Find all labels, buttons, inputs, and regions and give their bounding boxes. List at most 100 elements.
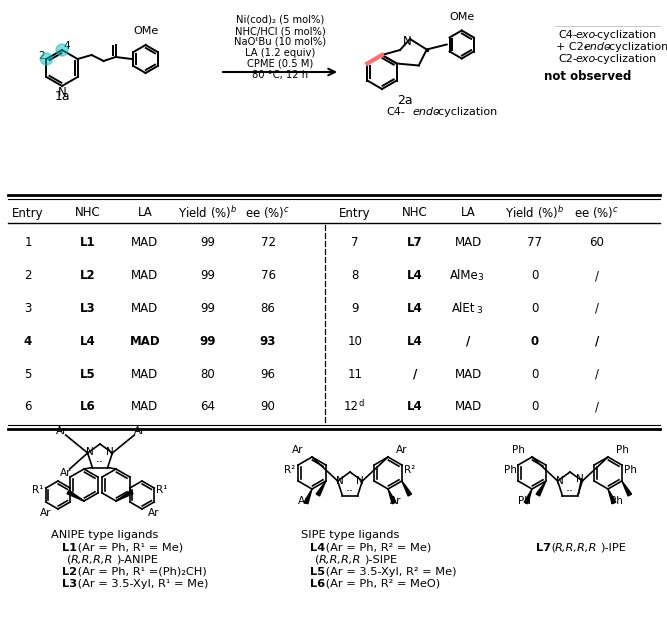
Text: MAD: MAD [131,302,159,315]
Text: exo: exo [575,30,595,40]
Text: LA: LA [461,206,476,219]
Text: NHC: NHC [75,206,101,219]
Text: + C2-: + C2- [556,42,588,52]
Text: 60: 60 [590,236,604,249]
Text: d: d [358,399,364,408]
Text: /: / [595,335,599,348]
Text: 0: 0 [532,368,539,381]
Text: MAD: MAD [129,335,160,348]
Text: (: ( [67,555,71,565]
Text: Ph: Ph [512,445,524,455]
Polygon shape [402,481,412,496]
Text: OMe: OMe [133,26,158,36]
Text: AlEt: AlEt [452,302,476,315]
Text: L5: L5 [80,368,96,381]
Text: /: / [595,269,599,282]
Text: (Ar = Ph, R¹ =(Ph)₂CH): (Ar = Ph, R¹ =(Ph)₂CH) [74,567,207,577]
Text: 4: 4 [24,335,32,348]
Text: -cyclization: -cyclization [434,107,498,117]
Text: R²: R² [404,465,416,475]
Text: 86: 86 [261,302,275,315]
Text: AlMe: AlMe [450,269,478,282]
Text: 80 °C, 12 h: 80 °C, 12 h [252,70,308,80]
Text: )-SIPE: )-SIPE [364,555,397,565]
Text: )-ANIPE: )-ANIPE [116,555,158,565]
Text: -cyclization: -cyclization [593,54,656,64]
Text: MAD: MAD [131,269,159,282]
Text: MAD: MAD [454,401,482,413]
Text: endo: endo [583,42,611,52]
Text: 80: 80 [201,368,215,381]
Text: L6: L6 [80,401,96,413]
Text: L4: L4 [407,401,423,413]
Text: LA (1.2 equiv): LA (1.2 equiv) [245,48,315,58]
Text: Entry: Entry [12,206,44,219]
Text: N: N [107,447,114,457]
Text: 3: 3 [476,306,482,315]
Text: L4: L4 [310,543,325,553]
Text: C2-: C2- [558,54,577,64]
Text: 3: 3 [477,273,483,282]
Text: 7: 7 [352,236,359,249]
Text: Ar: Ar [133,426,145,436]
Text: L2: L2 [62,567,77,577]
Text: L4: L4 [80,335,96,348]
Text: LA: LA [137,206,152,219]
Text: CPME (0.5 M): CPME (0.5 M) [247,59,313,69]
Text: -cyclization: -cyclization [605,42,667,52]
Text: R,R,R,R: R,R,R,R [71,555,113,565]
Text: 76: 76 [261,269,275,282]
Text: 6: 6 [24,401,32,413]
Text: endo: endo [412,107,440,117]
Text: N: N [576,474,584,484]
Polygon shape [316,481,326,496]
Text: NaOᵗBu (10 mol%): NaOᵗBu (10 mol%) [234,37,326,47]
Text: /: / [413,368,417,381]
Text: 64: 64 [201,401,215,413]
Text: 72: 72 [261,236,275,249]
Text: 77: 77 [528,236,542,249]
Text: L1: L1 [62,543,77,553]
Text: 5: 5 [24,368,32,381]
Text: 3: 3 [24,302,32,315]
Text: NHC: NHC [402,206,428,219]
Text: MAD: MAD [131,236,159,249]
Text: 93: 93 [260,335,276,348]
Text: 0: 0 [531,335,539,348]
Polygon shape [116,490,133,501]
Text: OMe: OMe [449,11,474,21]
Text: (Ar = Ph, R² = MeO): (Ar = Ph, R² = MeO) [322,579,440,589]
Text: Ar: Ar [292,445,303,455]
Text: /: / [466,335,470,348]
Text: NHC/HCl (5 mol%): NHC/HCl (5 mol%) [235,26,325,36]
Text: R¹: R¹ [32,485,43,495]
Text: (: ( [548,543,556,553]
Text: C4-: C4- [386,107,405,117]
Text: 0: 0 [532,269,539,282]
Text: 10: 10 [348,335,362,348]
Text: 0: 0 [532,302,539,315]
Text: MAD: MAD [131,401,159,413]
Text: Ar: Ar [148,508,160,518]
Text: 8: 8 [352,269,359,282]
Text: 96: 96 [261,368,275,381]
Text: N: N [57,86,67,99]
Text: L3: L3 [62,579,77,589]
Text: 2: 2 [24,269,32,282]
Text: 9: 9 [352,302,359,315]
Text: Ph: Ph [518,496,530,506]
Text: C4-: C4- [558,30,577,40]
Text: Yield (%)$^b$: Yield (%)$^b$ [506,204,565,221]
Text: L1: L1 [80,236,96,249]
Text: L7: L7 [536,543,551,553]
Text: (: ( [315,555,319,565]
Text: ee (%)$^c$: ee (%)$^c$ [574,206,620,221]
Text: N: N [556,476,564,486]
Text: /: / [595,401,599,413]
Text: Ar: Ar [40,508,52,518]
Text: 90: 90 [261,401,275,413]
Text: 11: 11 [348,368,362,381]
Text: (Ar = Ph, R² = Me): (Ar = Ph, R² = Me) [322,543,432,553]
Text: L5: L5 [310,567,325,577]
Text: L4: L4 [407,269,423,282]
